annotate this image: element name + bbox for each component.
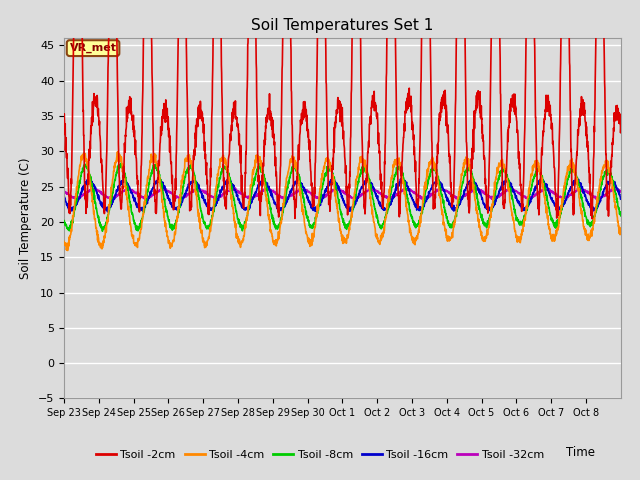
Legend: Tsoil -2cm, Tsoil -4cm, Tsoil -8cm, Tsoil -16cm, Tsoil -32cm: Tsoil -2cm, Tsoil -4cm, Tsoil -8cm, Tsoi… [92, 445, 548, 465]
Title: Soil Temperatures Set 1: Soil Temperatures Set 1 [252, 18, 433, 33]
Text: Time: Time [566, 446, 595, 459]
Y-axis label: Soil Temperature (C): Soil Temperature (C) [19, 157, 33, 279]
Text: VR_met: VR_met [70, 43, 116, 53]
